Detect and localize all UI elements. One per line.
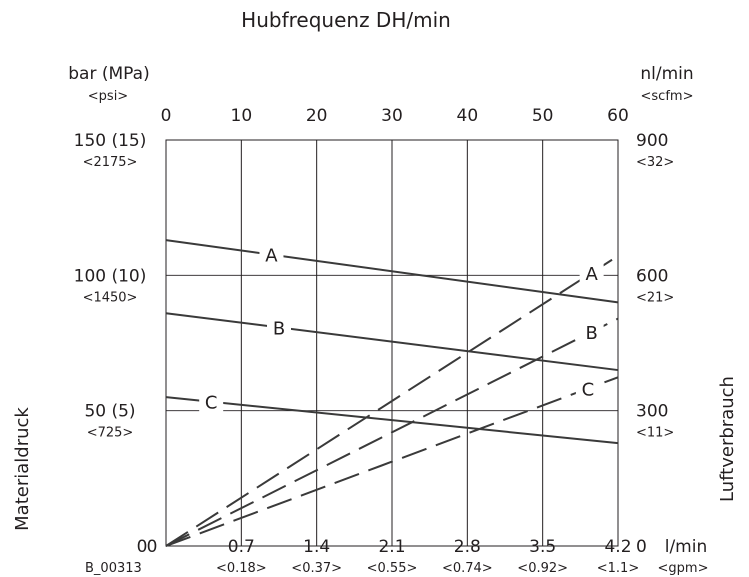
bottom-tick-sublabel: <0.92> bbox=[517, 561, 568, 576]
right-axis-unit-sub: <scfm> bbox=[641, 89, 694, 104]
series-label-a: A bbox=[585, 264, 598, 285]
left-axis-unit: bar (MPa) bbox=[68, 64, 149, 84]
top-tick-label: 50 bbox=[532, 106, 554, 126]
left-tick-sublabel: <725> bbox=[87, 426, 134, 441]
left-tick-sublabel: <2175> bbox=[83, 155, 138, 170]
bottom-axis-unit: l/min bbox=[665, 537, 708, 557]
top-tick-label: 0 bbox=[161, 106, 172, 126]
top-tick-label: 30 bbox=[381, 106, 403, 126]
series-label-bg bbox=[199, 390, 224, 413]
right-tick-sublabel: <21> bbox=[636, 290, 674, 305]
series-label-a: A bbox=[265, 246, 278, 267]
series-label-b: B bbox=[273, 318, 285, 339]
series-line-c-dashed bbox=[165, 376, 619, 547]
bottom-axis-unit-sub: <gpm> bbox=[658, 561, 709, 576]
series-label-c: C bbox=[582, 380, 595, 401]
left-tick-label: 50 (5) bbox=[84, 402, 135, 422]
right-tick-label: 600 bbox=[636, 266, 668, 286]
top-tick-label: 10 bbox=[231, 106, 253, 126]
series-label-bg bbox=[579, 320, 604, 343]
bottom-tick-label: 1.4 bbox=[303, 537, 330, 557]
top-tick-label: 40 bbox=[457, 106, 479, 126]
left-axis-title: Materialdruck bbox=[12, 407, 33, 531]
bottom-tick-label: 0 bbox=[147, 537, 158, 557]
top-tick-label: 20 bbox=[306, 106, 328, 126]
bottom-tick-sublabel: <0.74> bbox=[442, 561, 493, 576]
series-label-bg bbox=[259, 243, 284, 266]
top-axis-title: Hubfrequenz DH/min bbox=[241, 8, 451, 32]
bottom-tick-label: 2.8 bbox=[454, 537, 481, 557]
series-label-c: C bbox=[205, 393, 218, 414]
bottom-tick-sublabel: <0.18> bbox=[216, 561, 267, 576]
series-line-a-dashed bbox=[165, 255, 619, 547]
right-axis-title: Luftverbrauch bbox=[717, 376, 738, 502]
left-axis-unit-sub: <psi> bbox=[88, 89, 128, 104]
left-tick-label: 0 bbox=[137, 537, 148, 557]
series-line-a-solid bbox=[165, 239, 619, 304]
right-tick-label: 300 bbox=[636, 402, 668, 422]
bottom-tick-label: 2.1 bbox=[378, 537, 405, 557]
series-line-c-solid bbox=[165, 396, 619, 445]
bottom-tick-sublabel: <0.37> bbox=[291, 561, 342, 576]
series-label-b: B bbox=[585, 323, 597, 344]
series-line-b-solid bbox=[165, 312, 619, 372]
series-label-bg bbox=[267, 316, 291, 339]
left-tick-label: 100 (10) bbox=[74, 266, 147, 286]
series-label-bg bbox=[579, 261, 604, 284]
left-tick-sublabel: <1450> bbox=[83, 290, 138, 305]
tick-labels: 0 10 20 30 40 50 60 150 (15) <2175> 100 (10) <1450… bbox=[74, 106, 675, 576]
series: A B C A B C bbox=[165, 239, 619, 547]
right-tick-label: 0 bbox=[636, 537, 647, 557]
top-tick-label: 60 bbox=[607, 106, 629, 126]
grid bbox=[165, 139, 619, 547]
bottom-tick-sublabel: <0.55> bbox=[367, 561, 418, 576]
series-line-b-dashed bbox=[165, 317, 619, 547]
figure-code: B_00313 bbox=[85, 561, 142, 576]
right-tick-sublabel: <32> bbox=[636, 155, 674, 170]
right-axis-unit: nl/min bbox=[640, 64, 693, 84]
right-tick-sublabel: <11> bbox=[636, 426, 674, 441]
series-label-bg bbox=[575, 377, 600, 400]
bottom-tick-label: 4.2 bbox=[604, 537, 631, 557]
left-tick-label: 150 (15) bbox=[74, 131, 147, 151]
bottom-tick-label: 3.5 bbox=[529, 537, 556, 557]
bottom-tick-sublabel: <1.1> bbox=[597, 561, 639, 576]
right-tick-label: 900 bbox=[636, 131, 668, 151]
bottom-tick-label: 0.7 bbox=[228, 537, 255, 557]
